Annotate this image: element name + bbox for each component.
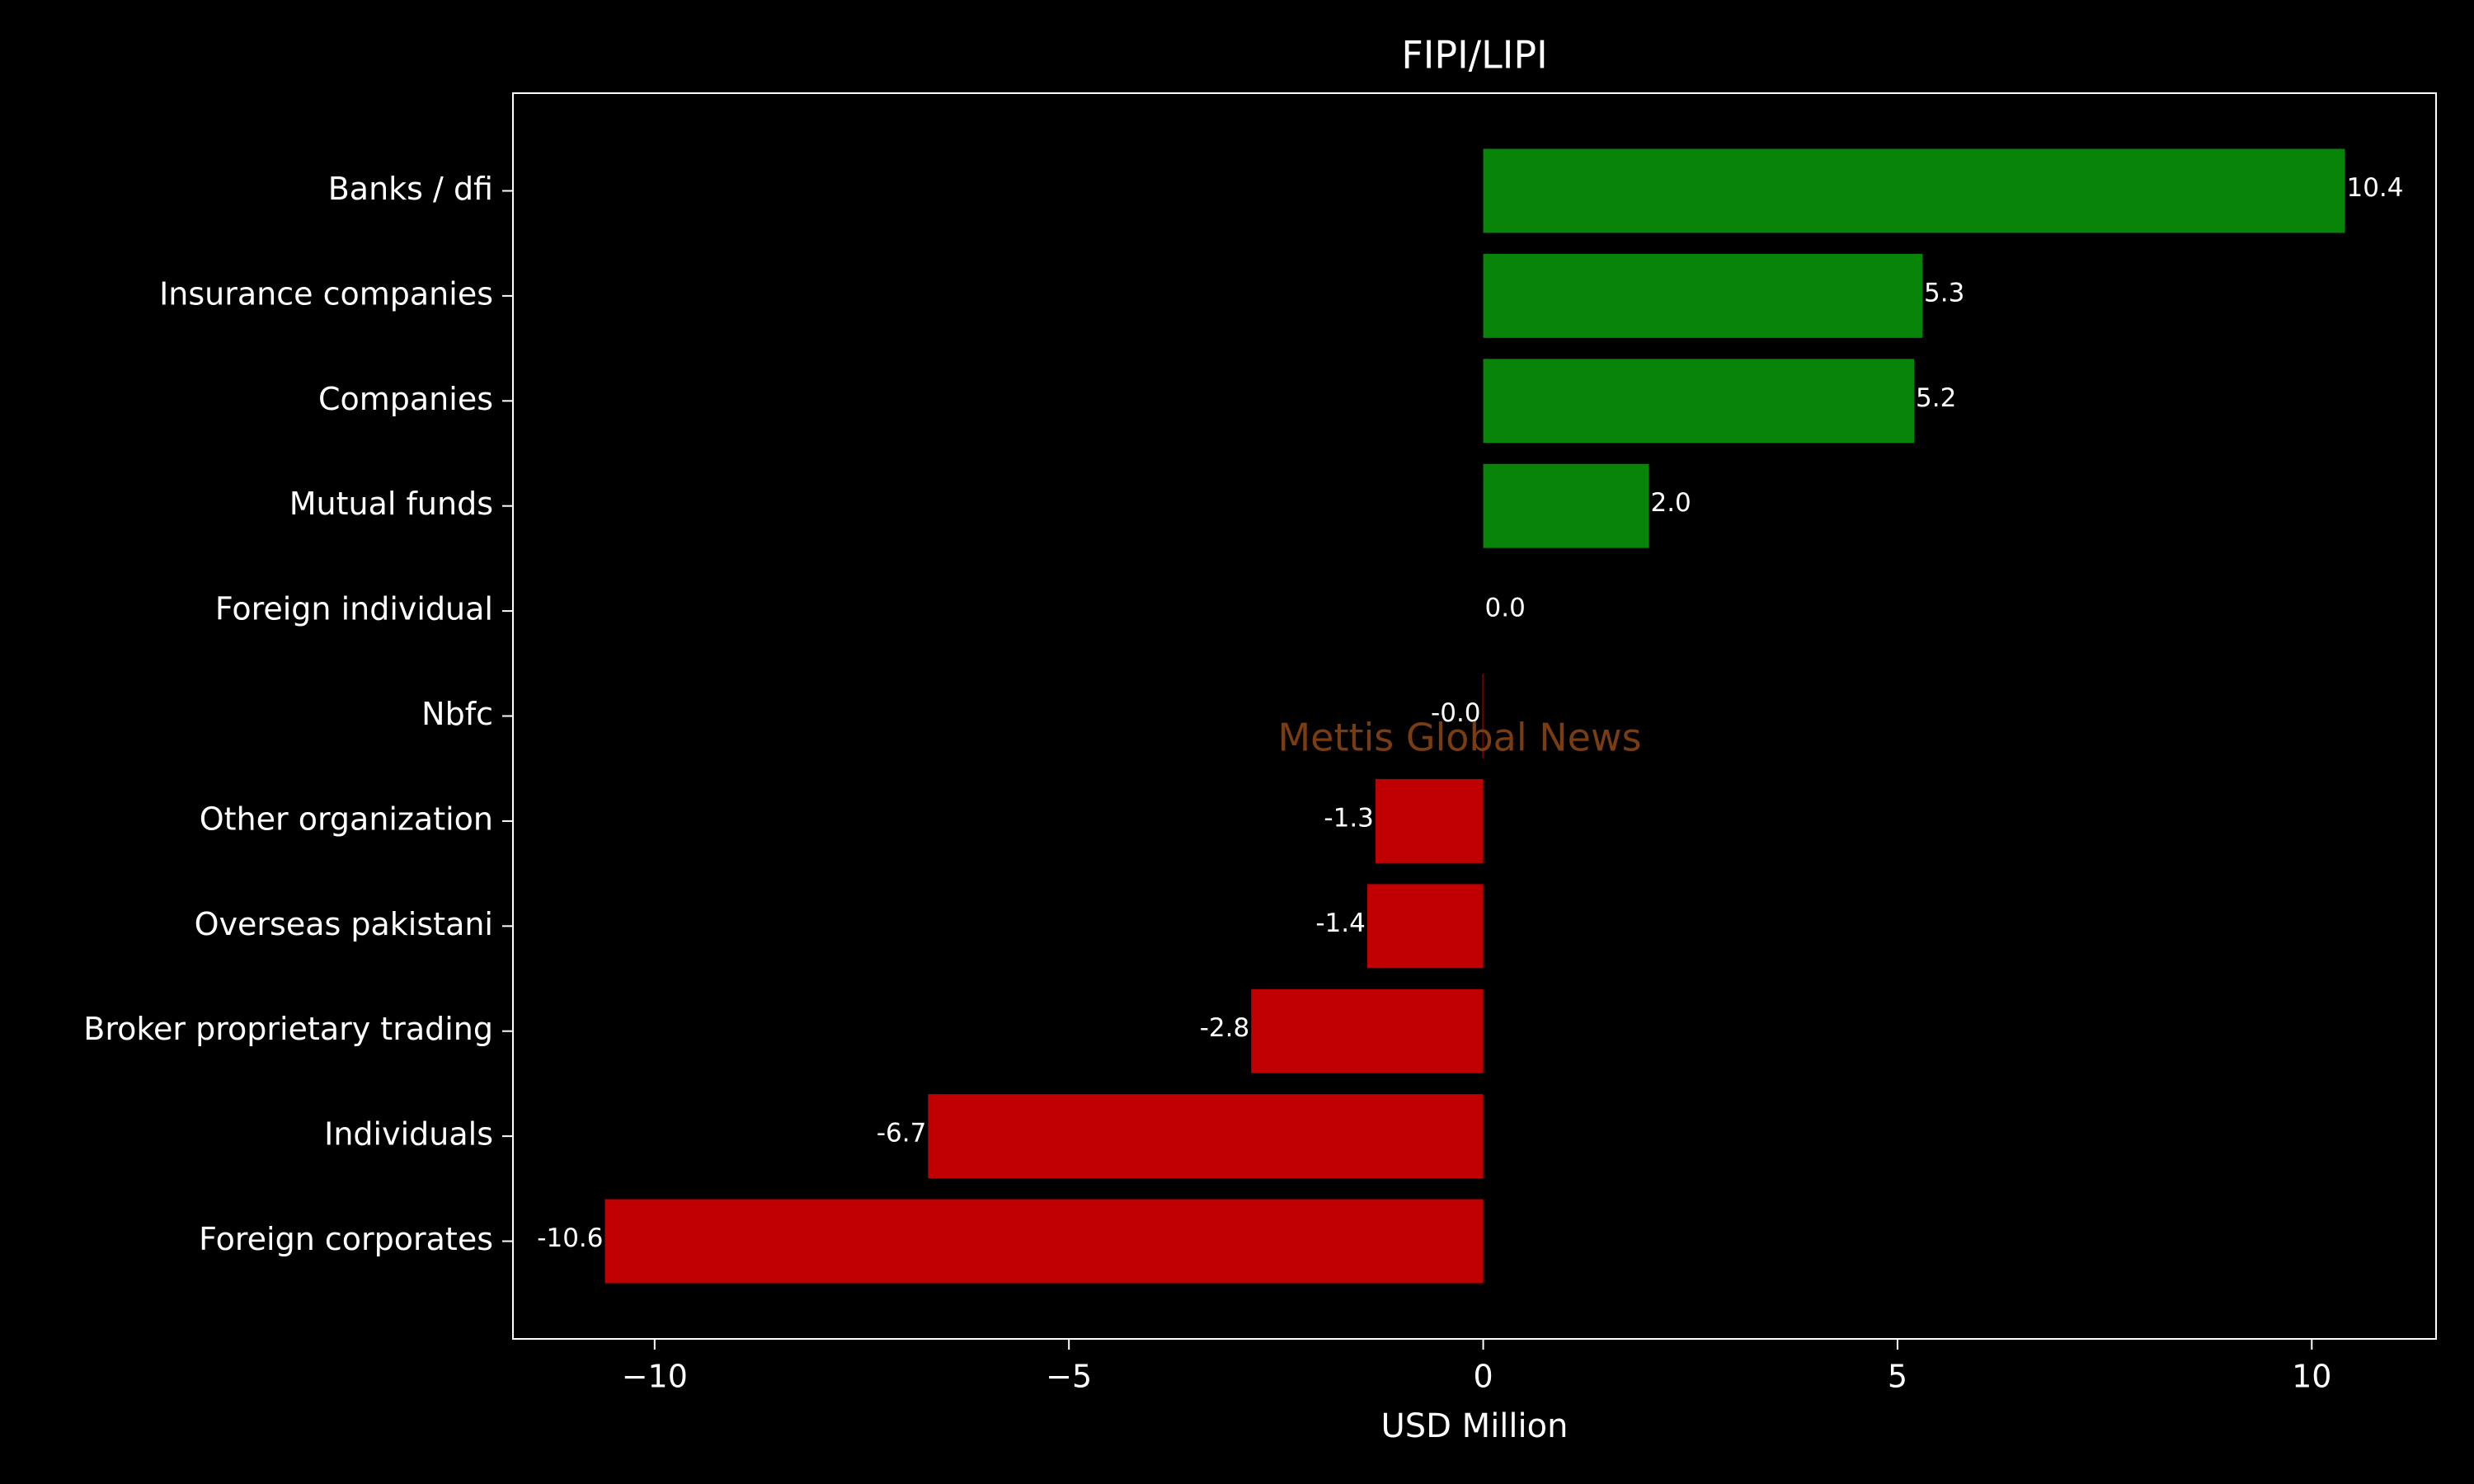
y-tick-label: Companies bbox=[318, 381, 493, 417]
x-axis-label: USD Million bbox=[1381, 1407, 1569, 1445]
y-tick-label: Banks / dfi bbox=[328, 171, 493, 207]
plot-frame bbox=[512, 92, 2437, 1340]
y-tick-label: Foreign individual bbox=[215, 591, 493, 627]
y-tick-label: Mutual funds bbox=[289, 486, 493, 522]
bar bbox=[1482, 674, 1484, 758]
y-tick-label: Overseas pakistani bbox=[195, 906, 493, 942]
y-tick-label: Insurance companies bbox=[159, 275, 493, 312]
y-tick-label: Broker proprietary trading bbox=[83, 1011, 493, 1047]
bar bbox=[1251, 989, 1484, 1073]
y-tick-label: Individuals bbox=[324, 1116, 493, 1153]
value-label: 5.2 bbox=[1916, 383, 1956, 413]
watermark: Mettis Global News bbox=[1277, 716, 1641, 760]
value-label: -6.7 bbox=[877, 1119, 927, 1148]
bar bbox=[928, 1094, 1484, 1179]
x-tick-label: 0 bbox=[1473, 1359, 1493, 1395]
x-tick-label: 5 bbox=[1888, 1359, 1907, 1395]
bar bbox=[604, 1199, 1484, 1284]
y-tick-label: Nbfc bbox=[421, 696, 493, 732]
y-tick-label: Other organization bbox=[200, 801, 493, 837]
bar bbox=[1483, 148, 2345, 233]
y-tick-label: Foreign corporates bbox=[199, 1221, 493, 1257]
x-tick-label: −10 bbox=[622, 1359, 688, 1395]
x-tick-label: 10 bbox=[2292, 1359, 2331, 1395]
value-label: -2.8 bbox=[1200, 1013, 1250, 1043]
value-label: 10.4 bbox=[2346, 173, 2403, 203]
value-label: -10.6 bbox=[537, 1223, 603, 1253]
value-label: -1.4 bbox=[1315, 909, 1366, 938]
x-tick-label: −5 bbox=[1046, 1359, 1092, 1395]
value-label: -1.3 bbox=[1324, 803, 1374, 833]
bar bbox=[1375, 778, 1484, 863]
value-label: -0.0 bbox=[1431, 698, 1481, 728]
bar bbox=[1483, 463, 1649, 548]
value-label: 2.0 bbox=[1650, 488, 1691, 518]
value-label: 5.3 bbox=[1924, 278, 1964, 308]
bar bbox=[1366, 884, 1484, 969]
value-label: 0.0 bbox=[1485, 594, 1526, 623]
bar bbox=[1483, 253, 1923, 338]
chart-title: FIPI/LIPI bbox=[1401, 33, 1547, 77]
bar bbox=[1483, 359, 1915, 444]
